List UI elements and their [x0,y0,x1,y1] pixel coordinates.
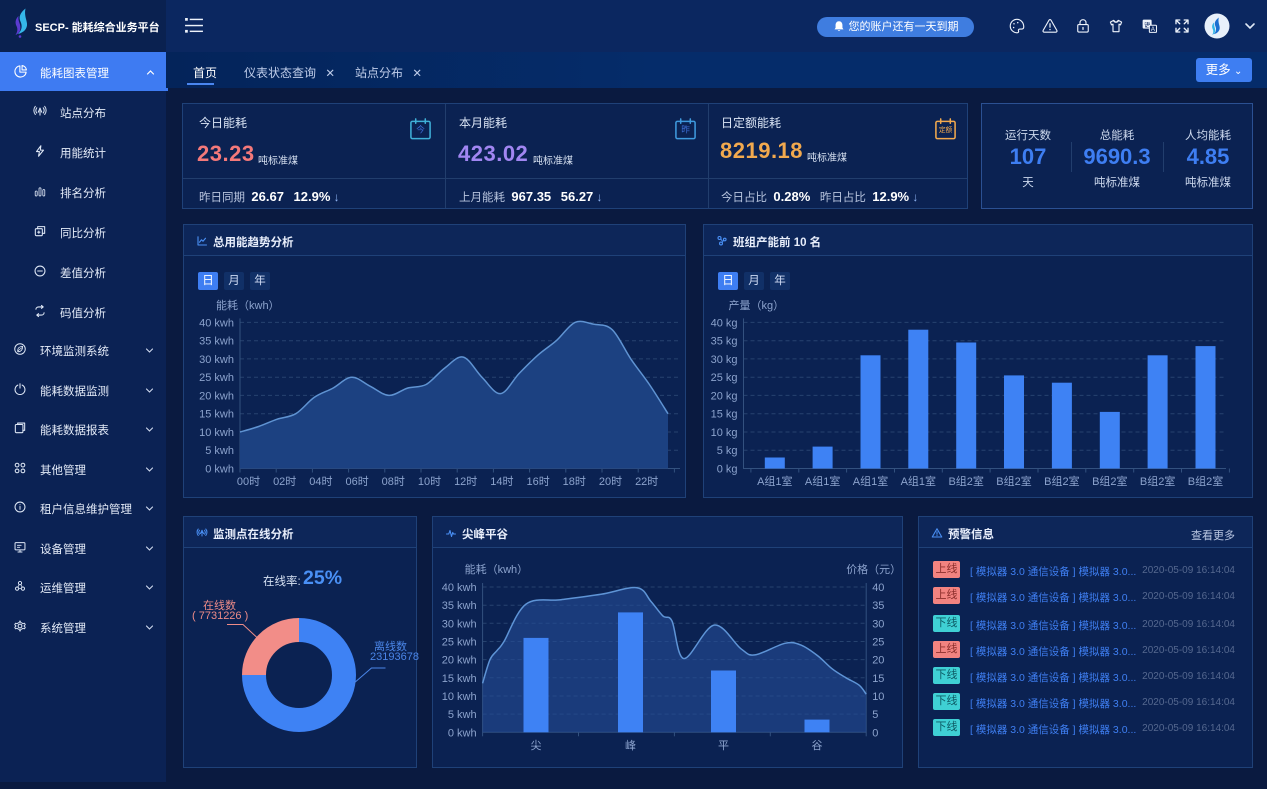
svg-text:0 kwh: 0 kwh [448,727,477,739]
svg-text:20 kwh: 20 kwh [199,390,234,402]
svg-text:25 kwh: 25 kwh [442,637,477,649]
svg-text:35 kg: 35 kg [711,336,738,348]
svg-text:能耗（kwh）: 能耗（kwh） [465,562,529,576]
svg-text:产量（kg）: 产量（kg） [729,298,785,312]
svg-text:18时: 18时 [563,475,586,488]
svg-text:价格（元）: 价格（元） [846,562,901,576]
svg-text:B组2室: B组2室 [1092,474,1127,488]
svg-text:30 kg: 30 kg [711,354,738,366]
svg-text:14时: 14时 [490,475,513,488]
svg-text:A组1室: A组1室 [805,474,840,488]
svg-text:20 kwh: 20 kwh [442,655,477,667]
svg-text:35 kwh: 35 kwh [199,336,234,348]
svg-text:0: 0 [872,727,878,739]
svg-text:A: A [1151,27,1155,33]
svg-text:02时: 02时 [273,475,296,488]
svg-text:00时: 00时 [237,475,260,488]
svg-text:30 kwh: 30 kwh [442,618,477,630]
svg-text:B组2室: B组2室 [1044,474,1079,488]
svg-text:40 kg: 40 kg [711,317,738,329]
svg-text:15 kwh: 15 kwh [199,409,234,421]
svg-text:15 kg: 15 kg [711,409,738,421]
svg-text:40 kwh: 40 kwh [199,317,234,329]
svg-text:5 kwh: 5 kwh [205,445,234,457]
svg-text:10 kwh: 10 kwh [442,691,477,703]
svg-text:5 kg: 5 kg [717,445,738,457]
svg-text:昨: 昨 [681,124,690,135]
svg-text:40 kwh: 40 kwh [442,582,477,594]
svg-text:20: 20 [872,655,884,667]
svg-text:40: 40 [872,582,884,594]
svg-text:10 kg: 10 kg [711,427,738,439]
svg-text:30 kwh: 30 kwh [199,354,234,366]
svg-text:04时: 04时 [309,475,332,488]
svg-text:30: 30 [872,618,884,630]
svg-text:08时: 08时 [382,475,405,488]
svg-text:20 kg: 20 kg [711,390,738,402]
svg-text:定额: 定额 [939,125,953,134]
svg-text:平: 平 [718,740,729,752]
svg-text:35 kwh: 35 kwh [442,600,477,612]
svg-text:5: 5 [872,709,878,721]
svg-text:A组1室: A组1室 [757,474,792,488]
svg-text:谷: 谷 [812,739,823,752]
svg-text:25 kg: 25 kg [711,372,738,384]
svg-text:06时: 06时 [345,475,368,488]
svg-text:0 kg: 0 kg [717,464,738,476]
svg-text:12时: 12时 [454,475,477,488]
svg-text:10: 10 [872,691,884,703]
svg-text:20时: 20时 [599,475,622,488]
svg-text:今: 今 [416,124,425,135]
svg-text:A组1室: A组1室 [853,474,888,488]
svg-text:25: 25 [872,637,884,649]
svg-text:16时: 16时 [526,475,549,488]
svg-text:B组2室: B组2室 [996,474,1031,488]
svg-text:15 kwh: 15 kwh [442,673,477,685]
svg-text:B组2室: B组2室 [948,474,983,488]
svg-text:25 kwh: 25 kwh [199,372,234,384]
svg-text:能耗（kwh）: 能耗（kwh） [216,298,280,312]
svg-text:尖: 尖 [531,739,542,752]
svg-text:10 kwh: 10 kwh [199,427,234,439]
svg-text:22时: 22时 [635,475,658,488]
svg-text:35: 35 [872,600,884,612]
svg-text:A组1室: A组1室 [901,474,936,488]
svg-text:B组2室: B组2室 [1140,474,1175,488]
svg-text:10时: 10时 [418,475,441,488]
svg-text:B组2室: B组2室 [1188,474,1223,488]
svg-text:5 kwh: 5 kwh [448,709,477,721]
svg-text:峰: 峰 [625,739,636,752]
svg-text:语: 语 [1144,20,1151,29]
svg-text:15: 15 [872,673,884,685]
svg-text:0 kwh: 0 kwh [205,464,234,476]
